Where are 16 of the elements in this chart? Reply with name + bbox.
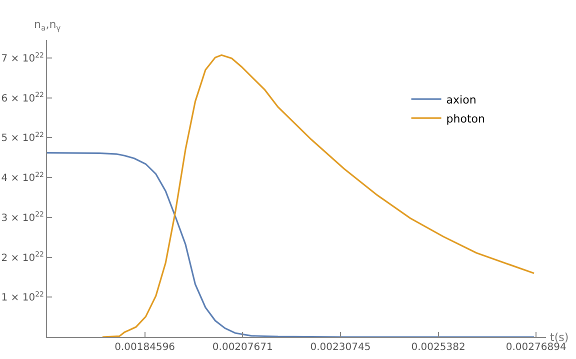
y-tick-label: 1 × 10$^{22}$ xyxy=(1,290,44,304)
y-tick-label: 4 × 10$^{22}$ xyxy=(1,170,44,184)
y-tick-label: 2 × 10$^{22}$ xyxy=(1,250,44,264)
legend-label: axion xyxy=(446,93,476,106)
y-tick-label: 7 × 10$^{22}$ xyxy=(1,51,44,64)
legend-label: photon xyxy=(446,112,486,126)
y-tick-label: 6 × 10$^{22}$ xyxy=(1,91,44,104)
x-tick-label: 0.00207671 xyxy=(212,342,273,353)
x-tick-label: 0.00276894 xyxy=(506,342,566,353)
y-axis-title: n$_{a}$,n$_{γ}$ xyxy=(34,18,62,32)
y-tick-label: 5 × 10$^{22}$ xyxy=(1,130,44,144)
x-tick-label: 0.00230745 xyxy=(310,342,371,353)
x-tick-label: 0.0025382 xyxy=(411,342,466,353)
x-tick-label: 0.00184596 xyxy=(114,342,176,353)
x-axis-title: t(s) xyxy=(550,331,569,344)
y-tick-label: 3 × 10$^{22}$ xyxy=(1,210,44,224)
